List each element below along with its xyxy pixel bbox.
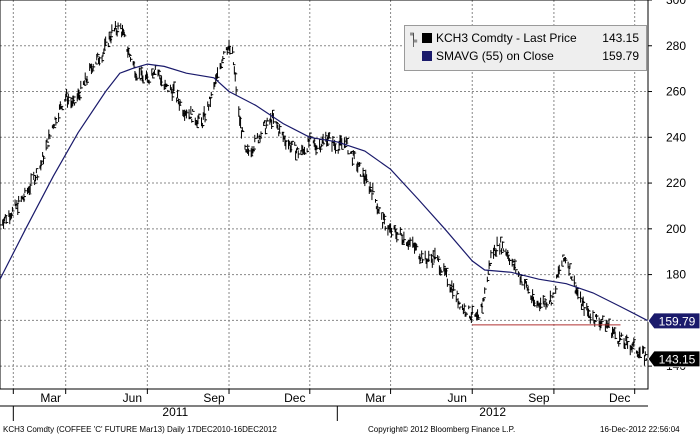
x-tick-label: Sep xyxy=(203,391,225,405)
y-tick-label: 180 xyxy=(666,268,686,282)
series-layer xyxy=(0,20,649,366)
last-value-badge xyxy=(647,312,700,330)
last-value-label: 159.79 xyxy=(659,314,696,328)
footer-copyright: Copyright© 2012 Bloomberg Finance L.P. xyxy=(368,425,516,434)
y-tick-label: 220 xyxy=(666,176,686,190)
x-year-label: 2011 xyxy=(162,405,188,419)
series-1 xyxy=(0,63,649,322)
y-tick-label: 260 xyxy=(666,85,686,99)
legend: ╕ ╞ KCH3 Comdty - Last Price 143.15 SMAVG… xyxy=(404,25,647,71)
x-tick-label: Jun xyxy=(448,391,467,405)
x-tick-label: Mar xyxy=(365,391,386,405)
y-tick-label: 200 xyxy=(666,222,686,236)
legend-value-price: 143.15 xyxy=(602,31,639,45)
x-tick-label: Sep xyxy=(528,391,550,405)
last-value-label: 143.15 xyxy=(659,352,696,366)
y-tick-label: 280 xyxy=(666,39,686,53)
x-tick-label: Mar xyxy=(40,391,61,405)
legend-swatch-price xyxy=(422,33,432,43)
series-0 xyxy=(0,20,649,366)
last-value-tag-1: 159.79 xyxy=(647,312,700,330)
last-value-tag-0: 143.15 xyxy=(647,350,700,368)
sma-line xyxy=(0,63,649,322)
last-value-badge xyxy=(647,350,700,368)
legend-drag-icon[interactable]: ╕ ╞ xyxy=(410,29,418,47)
legend-label-price: KCH3 Comdty - Last Price xyxy=(436,31,577,45)
legend-value-smavg: 159.79 xyxy=(602,49,639,63)
plot-frame xyxy=(0,0,649,390)
x-tick-label: Dec xyxy=(609,391,630,405)
legend-label-smavg: SMAVG (55) on Close xyxy=(436,49,554,63)
footer-security: KCH3 Comdty (COFFEE 'C' FUTURE Mar13) Da… xyxy=(3,425,277,434)
x-tick-label: Jun xyxy=(123,391,142,405)
x-tick-label: Dec xyxy=(284,391,305,405)
legend-row-smavg: SMAVG (55) on Close 159.79 xyxy=(405,47,646,65)
legend-swatch-smavg xyxy=(422,51,432,61)
legend-row-price: ╕ ╞ KCH3 Comdty - Last Price 143.15 xyxy=(405,29,646,47)
y-tick-label: 300 xyxy=(666,0,686,7)
footer-timestamp: 16-Dec-2012 22:56:04 xyxy=(600,425,680,434)
x-year-label: 2012 xyxy=(479,405,506,419)
y-tick-label: 240 xyxy=(666,130,686,144)
x-axis: Mar Jun Sep Dec Mar Jun Sep Dec 2011 2012 xyxy=(0,389,648,421)
